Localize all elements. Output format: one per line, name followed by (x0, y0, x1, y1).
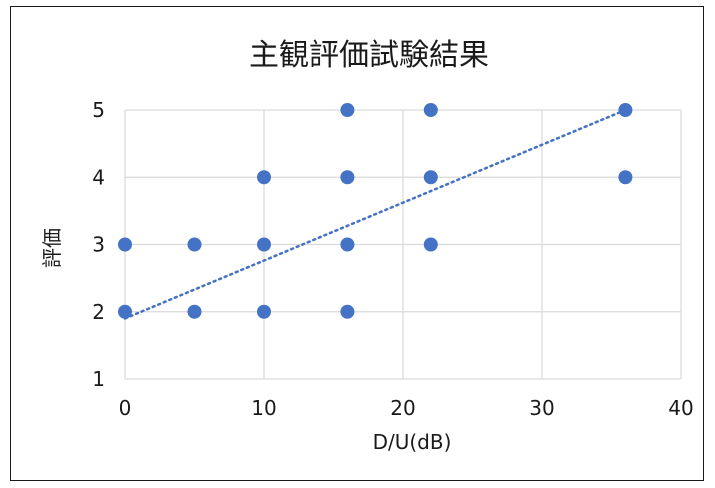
data-point (618, 170, 633, 185)
x-axis-title: D/U(dB) (373, 430, 452, 454)
x-tick-label: 40 (668, 396, 693, 420)
data-point (187, 304, 202, 319)
y-tick-label: 2 (92, 300, 105, 324)
chart-title: 主観評価試験結果 (249, 38, 489, 73)
data-point (118, 237, 132, 252)
y-tick-label: 4 (92, 165, 105, 189)
y-tick-label: 1 (92, 367, 105, 391)
x-tick-label: 20 (390, 396, 415, 420)
data-point (257, 304, 271, 319)
grid-lines (124, 109, 682, 380)
x-tick-labels: 0 10 20 30 40 (119, 396, 694, 420)
y-tick-label: 3 (92, 233, 105, 257)
data-point (423, 103, 438, 117)
x-tick-label: 0 (119, 396, 132, 420)
data-points (118, 103, 633, 319)
data-point (340, 237, 355, 252)
data-point (423, 170, 438, 185)
x-tick-label: 30 (529, 396, 554, 420)
chart-frame: 主観評価試験結果 0 10 20 30 40 1 2 3 4 5 D/U(dB) 評価 (10, 6, 704, 481)
y-axis-title: 評価 (40, 228, 64, 268)
data-point (618, 103, 633, 117)
x-tick-label: 10 (251, 396, 276, 420)
trendline (123, 108, 627, 320)
y-tick-label: 5 (92, 98, 105, 122)
data-point (340, 170, 355, 185)
data-point (187, 237, 202, 252)
data-point (340, 103, 355, 117)
data-point (257, 170, 271, 185)
data-point (118, 304, 132, 319)
y-tick-labels: 1 2 3 4 5 (92, 98, 105, 391)
data-point (257, 237, 271, 252)
scatter-plot: 主観評価試験結果 0 10 20 30 40 1 2 3 4 5 D/U(dB) 評価 (40, 38, 694, 454)
data-point (340, 304, 355, 319)
data-point (423, 237, 438, 252)
trendline-line (123, 108, 627, 320)
